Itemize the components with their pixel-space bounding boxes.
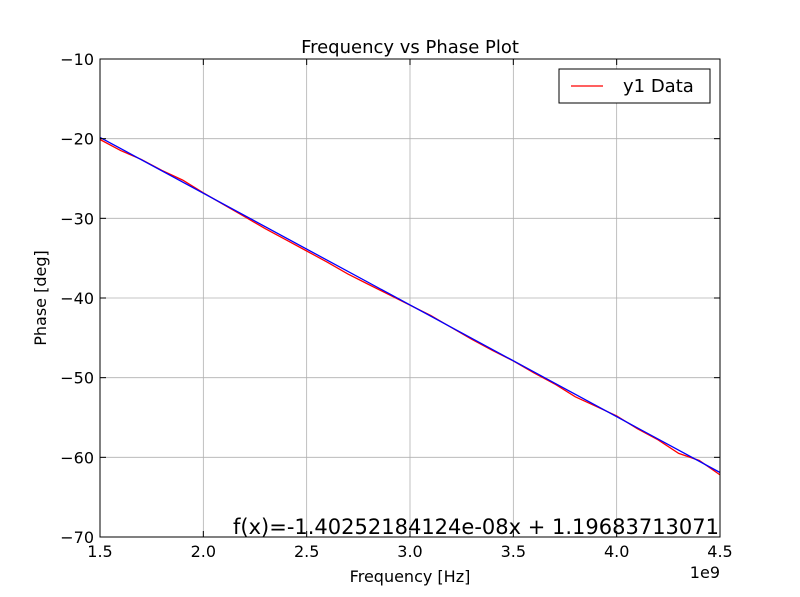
fit-equation-annotation: f(x)=-1.40252184124e-08x + 1.19683713071 — [233, 515, 719, 539]
grid-lines — [100, 59, 720, 537]
x-tick-label: 4.5 — [707, 542, 732, 561]
y-axis-label: Phase [deg] — [31, 250, 50, 346]
chart-title: Frequency vs Phase Plot — [301, 37, 519, 58]
series-layer — [99, 136, 721, 476]
y-tick-label: −50 — [60, 369, 94, 388]
x-tick-label: 1.5 — [87, 542, 112, 561]
x-axis-offset-label: 1e9 — [690, 563, 720, 582]
legend: y1 Data — [558, 68, 711, 104]
y-tick-label: −40 — [60, 289, 94, 308]
x-axis-label: Frequency [Hz] — [350, 567, 471, 586]
y-tick-label: −30 — [60, 209, 94, 228]
x-tick-label: 3.5 — [501, 542, 526, 561]
y-tick-label: −10 — [60, 50, 94, 69]
legend-label-y1: y1 Data — [623, 76, 694, 97]
series-line-linear-fit — [99, 136, 721, 474]
axis-ticks: 1.5 2.0 2.5 3.0 3.5 4.0 4.5 −10 −20 −30 −40 −50 −60 −… — [60, 50, 732, 561]
x-tick-label: 2.5 — [294, 542, 319, 561]
x-tick-label: 3.0 — [397, 542, 422, 561]
x-tick-label: 4.0 — [604, 542, 629, 561]
y-tick-label: −20 — [60, 130, 94, 149]
x-tick-label: 2.0 — [191, 542, 216, 561]
y-tick-label: −70 — [60, 528, 94, 547]
y-tick-label: −60 — [60, 448, 94, 467]
